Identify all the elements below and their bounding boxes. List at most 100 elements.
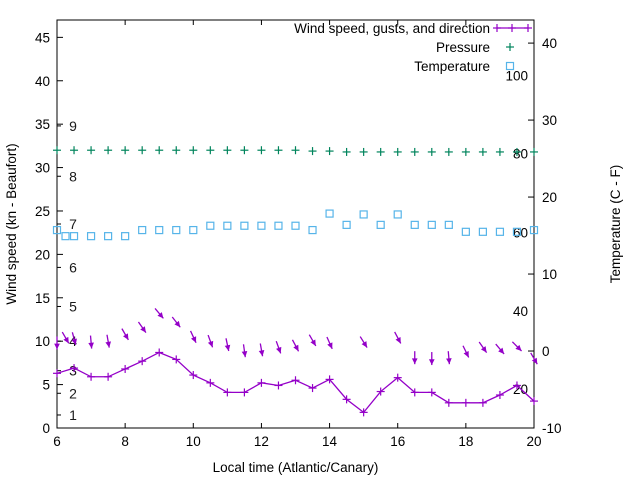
wind-direction-arrow — [258, 343, 265, 357]
y2-tick-label: 20 — [542, 190, 557, 205]
wind-direction-arrow — [137, 321, 147, 333]
legend-item[interactable]: Pressure — [436, 40, 514, 55]
y2-tick-label: 10 — [542, 267, 557, 282]
square-marker — [206, 221, 215, 230]
square-marker — [240, 221, 249, 230]
x-tick-label: 16 — [390, 434, 405, 449]
square-marker — [359, 210, 368, 219]
fahrenheit-label: 40 — [513, 304, 528, 319]
square-marker — [86, 232, 96, 241]
legend-item[interactable]: Temperature — [414, 59, 515, 74]
x-tick-label: 18 — [458, 434, 473, 449]
wind-direction-arrow — [241, 344, 248, 358]
legend-label: Wind speed, gusts, and direction — [294, 21, 490, 36]
y-tick-label: 40 — [35, 74, 50, 89]
wind-direction-arrow — [446, 351, 452, 365]
legend-item[interactable]: Wind speed, gusts, and direction — [294, 21, 532, 36]
wind-direction-arrow — [495, 343, 505, 355]
square-marker — [274, 221, 283, 230]
wind-direction-arrow — [88, 335, 94, 349]
wind-direction-arrow — [105, 334, 112, 348]
square-marker — [427, 220, 436, 229]
beaufort-label: 2 — [69, 385, 77, 401]
x-axis-ticks: 6 8 10 12 14 16 18 20 — [53, 20, 542, 449]
square-marker — [172, 225, 181, 235]
square-marker — [223, 221, 232, 230]
square-marker — [189, 225, 198, 235]
y-tick-label: 25 — [35, 204, 50, 219]
beaufort-label: 1 — [69, 407, 77, 423]
square-marker — [529, 225, 539, 235]
square-marker — [495, 227, 505, 236]
square-marker — [444, 220, 453, 229]
square-marker — [308, 225, 317, 235]
y2-axis-ticks: -10 0 10 20 30 40 — [528, 36, 562, 436]
wind-direction-arrow — [411, 351, 418, 365]
wind-direction-arrow — [291, 339, 300, 352]
square-marker — [512, 227, 522, 236]
wind-direction-arrow — [54, 336, 60, 350]
square-marker — [257, 221, 266, 230]
beaufort-label: 5 — [69, 298, 77, 314]
legend: Wind speed, gusts, and direction Pressure… — [294, 21, 532, 74]
square-marker — [410, 220, 419, 229]
y-tick-label: 15 — [35, 291, 50, 306]
wind-direction-arrow — [71, 332, 77, 346]
square-marker — [61, 232, 70, 241]
square-marker — [291, 221, 300, 230]
y-axis-ticks: 0 5 10 15 20 25 30 35 40 45 — [35, 30, 63, 436]
wind-direction-arrow — [154, 308, 164, 319]
square-marker — [461, 227, 470, 236]
wind-direction-arrow — [511, 341, 523, 352]
wind-direction-arrow — [326, 336, 333, 350]
beaufort-label: 9 — [69, 118, 77, 134]
y2-tick-label: -10 — [542, 421, 562, 436]
wind-direction-arrow — [394, 331, 402, 344]
y2-tick-label: 0 — [542, 344, 550, 359]
wind-direction-arrow — [171, 316, 181, 328]
x-tick-label: 20 — [526, 434, 541, 449]
square-marker — [69, 232, 79, 241]
square-marker — [505, 61, 515, 71]
fahrenheit-label: 80 — [513, 147, 528, 162]
wind-direction-arrow — [61, 331, 70, 344]
wind-direction-arrow — [224, 338, 231, 352]
y-tick-label: 20 — [35, 247, 50, 262]
square-marker — [342, 220, 351, 229]
series-temperature — [52, 209, 539, 241]
wind-direction-arrow — [275, 340, 282, 354]
beaufort-label: 8 — [69, 168, 77, 184]
wind-direction-arrow — [530, 352, 538, 365]
square-marker — [121, 232, 130, 241]
y-tick-label: 0 — [42, 421, 50, 436]
series-pressure — [53, 146, 538, 156]
y2-tick-label: 30 — [542, 113, 557, 128]
square-marker — [393, 210, 402, 219]
y-tick-label: 5 — [42, 378, 50, 393]
y2-axis-title: Temperature (C - F) — [608, 165, 623, 284]
x-tick-label: 10 — [186, 434, 201, 449]
x-tick-label: 12 — [254, 434, 269, 449]
y-tick-label: 45 — [35, 30, 50, 45]
wind-direction-arrow — [308, 334, 317, 347]
square-marker — [52, 225, 62, 235]
beaufort-label: 6 — [69, 259, 77, 275]
beaufort-scale-labels: 123456789 — [69, 118, 77, 423]
series-gusts-direction-arrows — [54, 308, 538, 366]
fahrenheit-label: 100 — [505, 69, 528, 84]
square-marker — [138, 225, 147, 235]
square-marker — [104, 232, 113, 241]
series-wind-speed-gusts-and-direction — [53, 348, 538, 417]
square-marker — [155, 225, 164, 235]
y-tick-label: 10 — [35, 334, 50, 349]
series-layer — [52, 146, 539, 417]
x-tick-label: 6 — [53, 434, 61, 449]
legend-label: Pressure — [436, 40, 490, 55]
beaufort-label: 7 — [69, 216, 77, 232]
wind-direction-arrow — [189, 330, 197, 344]
y-axis-title: Wind speed (kn - Beaufort) — [4, 143, 19, 304]
x-tick-label: 8 — [121, 434, 129, 449]
wind-direction-arrow — [121, 328, 129, 341]
